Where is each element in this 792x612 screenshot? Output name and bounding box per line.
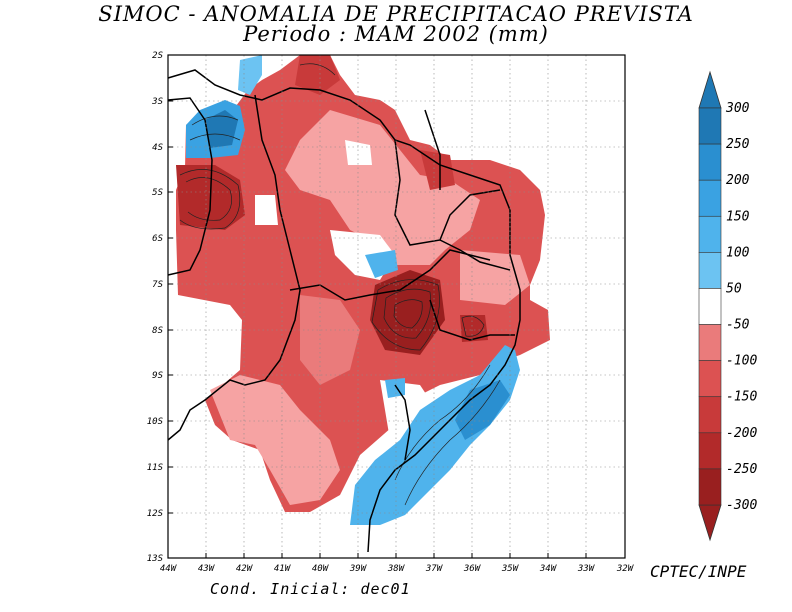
colorbar-label: 250	[726, 137, 750, 152]
colorbar-band	[698, 252, 722, 289]
colorbar-band	[698, 288, 722, 325]
x-tick-label: 44W	[160, 564, 178, 574]
boundary-lines	[167, 69, 521, 553]
x-tick-label: 41W	[274, 564, 292, 574]
colorbar-band	[698, 468, 722, 506]
colorbar-band	[698, 396, 722, 434]
x-tick-label: 33W	[577, 564, 596, 574]
colorbar-band	[698, 324, 722, 361]
colorbar-label: 300	[725, 101, 750, 116]
y-tick-label: 9S	[152, 371, 163, 381]
colorbar-band	[698, 179, 722, 217]
colorbar: 300 250 200 150 100 50 -50 -100 -150 -200 -250 -300	[698, 70, 757, 542]
x-tick-label: 34W	[539, 564, 558, 574]
y-tick-label: 3S	[151, 97, 163, 107]
colorbar-band	[698, 107, 722, 145]
x-tick-label: 43W	[198, 564, 216, 574]
x-tick-label: 39W	[349, 564, 368, 574]
y-tick-label: 5S	[152, 188, 163, 198]
colorbar-label: -100	[726, 354, 757, 369]
x-tick-label: 40W	[312, 564, 330, 574]
x-tick-label: 36W	[463, 564, 482, 574]
colorbar-bottom-arrow	[698, 504, 722, 542]
anomaly-region-neutral	[345, 140, 372, 165]
credit-label: CPTEC/INPE	[650, 562, 747, 581]
y-tick-label: 6S	[152, 234, 163, 244]
x-tick-label: 32W	[616, 564, 635, 574]
colorbar-band	[698, 432, 722, 470]
anomaly-region-strong-negative	[295, 55, 340, 95]
anomaly-region-positive	[205, 110, 238, 148]
map-subtitle: Periodo : MAM 2002 (mm)	[243, 22, 549, 46]
y-tick-label: 11S	[147, 463, 164, 473]
colorbar-band	[698, 215, 722, 253]
anomaly-region-neutral	[255, 195, 278, 225]
map-title: SIMOC - ANOMALIA DE PRECIPITACAO PREVIST…	[98, 2, 694, 26]
colorbar-label: 150	[726, 209, 750, 224]
initial-condition-label: Cond. Inicial: dec01	[210, 580, 411, 598]
colorbar-label: -50	[726, 318, 750, 333]
anomaly-field	[176, 55, 550, 525]
colorbar-top-arrow	[698, 70, 722, 109]
y-tick-label: 13S	[147, 554, 164, 564]
colorbar-label: -150	[726, 390, 757, 405]
y-tick-label: 8S	[152, 326, 163, 336]
colorbar-label: 100	[726, 245, 750, 260]
y-tick-label: 10S	[147, 417, 164, 427]
tick-marks	[167, 54, 587, 559]
anomaly-region-positive	[365, 250, 398, 278]
colorbar-label: -250	[726, 462, 757, 477]
graticule	[168, 55, 625, 558]
x-tick-label: 38W	[387, 564, 406, 574]
anomaly-region-strong-negative	[420, 150, 455, 190]
y-tick-label: 7S	[152, 280, 163, 290]
x-tick-label: 42W	[236, 564, 254, 574]
colorbar-label: -300	[726, 498, 757, 513]
x-tick-label: 37W	[425, 564, 444, 574]
colorbar-band	[698, 360, 722, 398]
anomaly-region-weak-negative	[300, 295, 360, 385]
y-tick-label: 2S	[152, 51, 163, 61]
anomaly-region-weak-negative	[285, 110, 480, 265]
y-tick-label: 4S	[152, 143, 163, 153]
y-tick-label: 12S	[147, 509, 164, 519]
colorbar-label: -200	[726, 426, 757, 441]
x-tick-label: 35W	[501, 564, 520, 574]
colorbar-band	[698, 143, 722, 181]
colorbar-label: 200	[726, 173, 750, 188]
anomaly-region-weak-negative	[210, 375, 340, 505]
colorbar-label: 50	[726, 281, 742, 296]
